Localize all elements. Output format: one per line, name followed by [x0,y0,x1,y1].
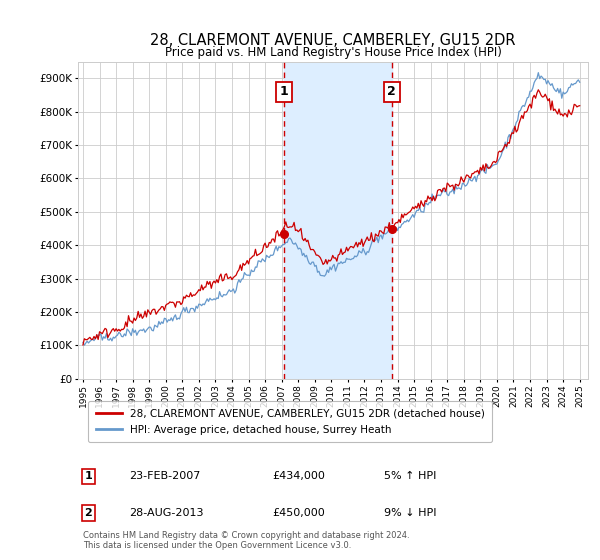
Text: £434,000: £434,000 [272,472,325,482]
Text: £450,000: £450,000 [272,508,325,518]
Text: Contains HM Land Registry data © Crown copyright and database right 2024.
This d: Contains HM Land Registry data © Crown c… [83,531,410,550]
Text: 2: 2 [388,85,396,98]
Bar [284,62,392,379]
Text: 1: 1 [280,85,289,98]
Text: 23-FEB-2007: 23-FEB-2007 [129,472,200,482]
Text: 1: 1 [85,472,92,482]
Text: 5% ↑ HPI: 5% ↑ HPI [384,472,436,482]
Text: Price paid vs. HM Land Registry's House Price Index (HPI): Price paid vs. HM Land Registry's House … [164,46,502,59]
Text: 9% ↓ HPI: 9% ↓ HPI [384,508,437,518]
Text: 28, CLAREMONT AVENUE, CAMBERLEY, GU15 2DR: 28, CLAREMONT AVENUE, CAMBERLEY, GU15 2D… [150,32,516,48]
Legend: 28, CLAREMONT AVENUE, CAMBERLEY, GU15 2DR (detached house), HPI: Average price, : 28, CLAREMONT AVENUE, CAMBERLEY, GU15 2D… [88,401,492,442]
Text: 2: 2 [85,508,92,518]
Text: 28-AUG-2013: 28-AUG-2013 [129,508,203,518]
